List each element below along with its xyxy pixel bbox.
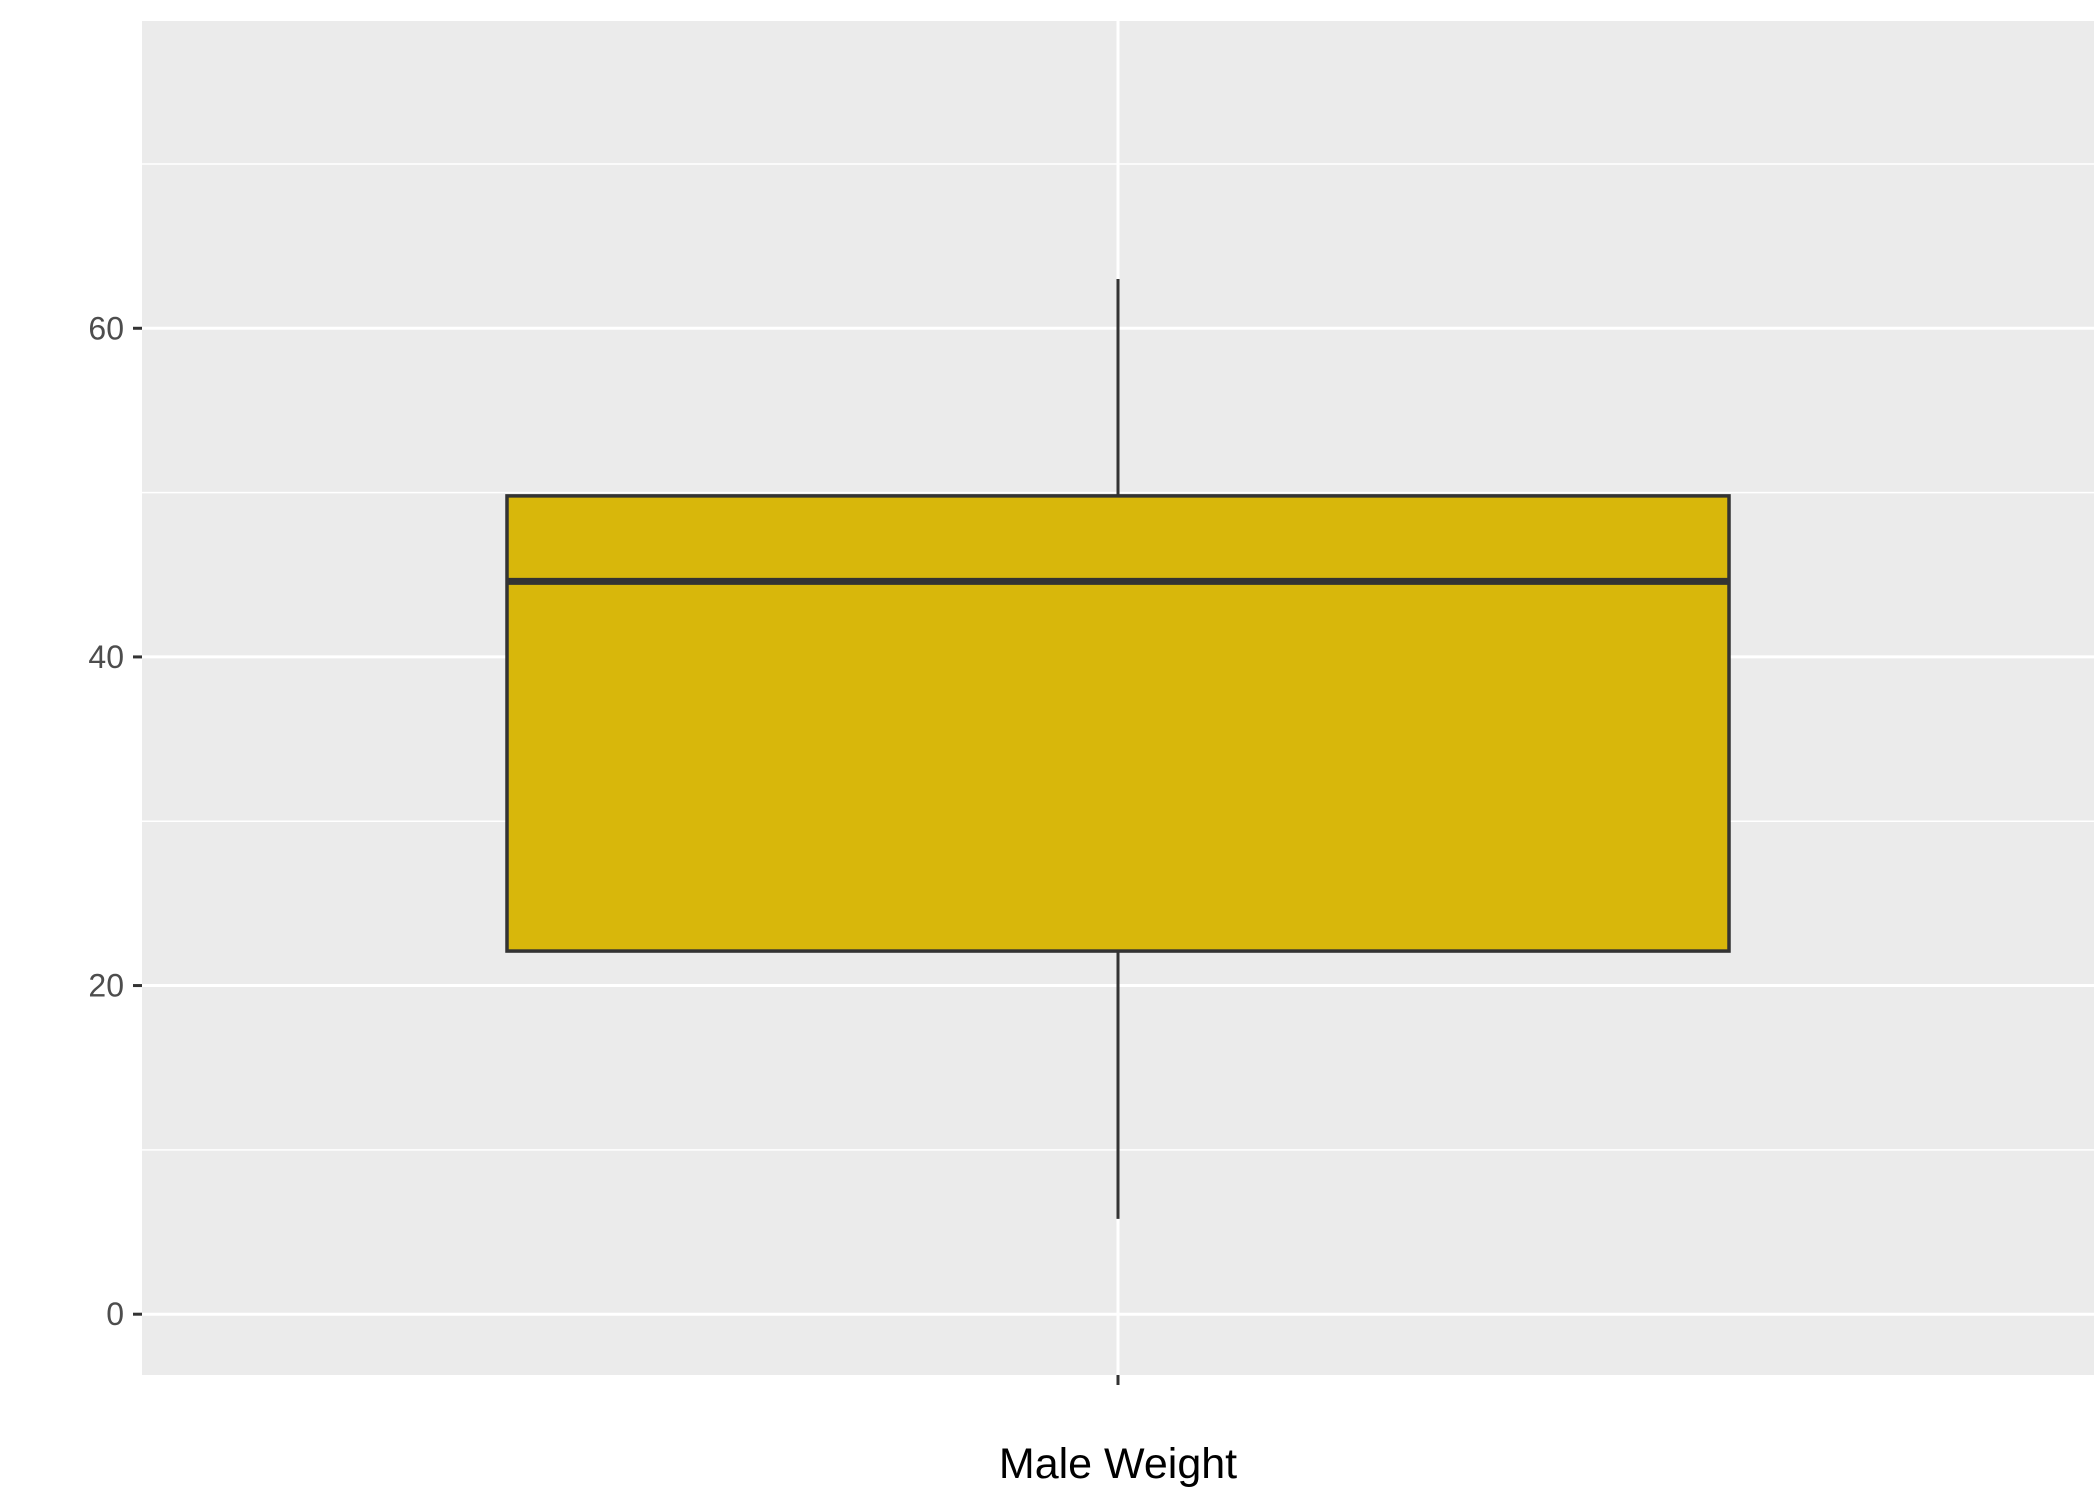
box-plot xyxy=(505,278,1731,1219)
interquartile-box xyxy=(505,494,1731,953)
x-axis-title: Male Weight xyxy=(999,1440,1237,1488)
y-tick-label: 60 xyxy=(88,310,124,346)
y-tick-label: 20 xyxy=(88,968,124,1004)
y-tick-label: 0 xyxy=(106,1296,124,1332)
y-axis: 0 20 40 60 xyxy=(88,310,142,1332)
y-tick-label: 40 xyxy=(88,639,124,675)
